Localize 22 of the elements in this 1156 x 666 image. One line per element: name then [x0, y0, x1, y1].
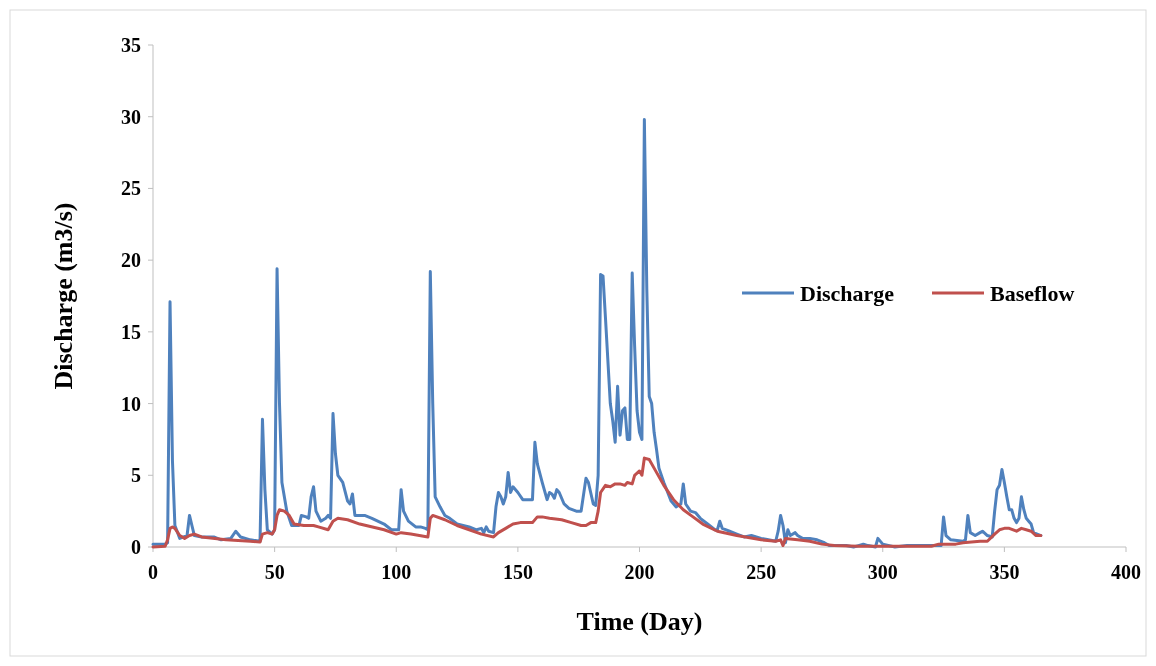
- legend-label: Baseflow: [990, 280, 1075, 306]
- y-tick-label: 10: [121, 392, 141, 415]
- x-tick-label: 150: [502, 561, 533, 583]
- y-tick-label: 35: [121, 34, 141, 56]
- y-tick-label: 5: [131, 464, 141, 487]
- legend-label: Discharge: [800, 280, 895, 306]
- x-tick-label: 200: [624, 561, 655, 583]
- x-tick-label: 400: [1111, 561, 1141, 583]
- x-tick-label: 100: [381, 561, 412, 583]
- y-tick-label: 0: [131, 536, 141, 558]
- x-axis-title: Time (Day): [576, 607, 703, 636]
- x-tick-label: 50: [264, 561, 285, 583]
- y-tick-label: 20: [121, 249, 141, 272]
- y-tick-label: 30: [121, 105, 141, 128]
- x-tick-label: 250: [746, 561, 777, 583]
- y-tick-label: 15: [121, 320, 141, 343]
- x-tick-label: 350: [989, 561, 1020, 583]
- x-tick-label: 0: [148, 561, 158, 583]
- x-tick-label: 300: [867, 561, 898, 583]
- y-tick-label: 25: [121, 177, 141, 200]
- line-series: [151, 456, 1043, 549]
- y-axis-title: Discharge (m3/s): [49, 202, 78, 390]
